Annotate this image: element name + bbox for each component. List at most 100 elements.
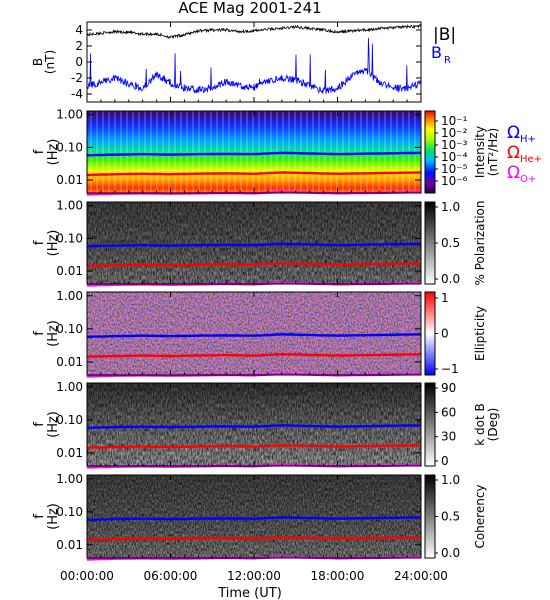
coherency-ytick-label: 1.00 [56,472,83,486]
omega-h-line [86,424,422,430]
field-panel [86,21,422,103]
b-radial-legend: B [431,43,442,62]
coherency-colorbar-tick-label: 1.0 [441,473,460,487]
time-tick-label: 12:00:00 [227,569,281,583]
omega-h-legend-subscript: H+ [520,134,536,145]
intensity-ytick-label: 0.01 [56,173,83,187]
omega-h-line [86,516,422,522]
kdotb-colorbar-unit: (Deg) [486,408,500,442]
intensity-texture [87,111,421,193]
omega-h-line [87,242,422,248]
omega-he-line [86,352,422,358]
kdotb-colorbar-tick-label: 30 [441,430,456,444]
polarization-ylabel: f [32,240,47,245]
intensity-ylabel-unit: (Hz) [46,139,61,166]
coherency-ytick-label: 0.01 [56,538,83,552]
omega-o-legend-subscript: O+ [520,174,536,185]
omega-he-line [87,171,421,177]
ellipticity-ylabel-unit: (Hz) [46,320,61,347]
figure-title: ACE Mag 2001-241 [178,0,321,17]
ellipticity-texture [87,292,421,375]
polarization-colorbar [424,201,436,285]
intensity-panel: 1.00 0.10 0.01 f (Hz) 10⁻¹10⁻²10⁻³10⁻⁴10⁻⁵10⁻… [32,108,542,196]
polarization-ytick-label: 1.00 [56,199,83,213]
ellipticity-ytick-label: 0.01 [56,355,83,369]
polarization-texture [87,202,421,284]
kdotb-ylabel-unit: (Hz) [46,411,61,438]
ellipticity-panel: 1.00 0.10 0.01 f (Hz) 1 0 −1 Ellipticity [32,289,487,378]
polarization-ytick-label: 0.01 [56,264,83,278]
polarization-colorbar-label: % Polarization [473,201,487,286]
omega-he-line [86,443,422,449]
polarization-panel: 1.00 0.10 0.01 f (Hz) 1.0 0.5 0.0 % Polarization [32,199,487,287]
omega-he-line [87,262,421,268]
coherency-ytick-label: 0.10 [56,505,83,519]
b-magnitude-legend: |B| [433,25,456,45]
coherency-colorbar-label: Coherency [473,484,487,548]
omega-h-line [87,151,422,157]
coherency-ylabel-unit: (Hz) [46,503,61,530]
kdotb-colorbar-tick-label: 90 [441,381,456,395]
omega-he-legend: Ω [507,143,520,163]
intensity-colorbar-label: Intensity [473,126,487,178]
field-ytick-label: 2 [75,39,83,53]
ellipticity-colorbar-tick-label: 1 [441,291,449,305]
intensity-colorbar-tick-label: 10⁻⁵ [441,162,468,176]
intensity-ytick-label: 0.10 [56,140,83,154]
intensity-ytick-label: 1.00 [56,108,83,122]
kdotb-ylabel: f [32,422,47,427]
ellipticity-ylabel: f [32,331,47,336]
field-ytick-label: -4 [71,87,83,101]
coherency-texture [87,475,421,558]
polarization-colorbar-tick-label: 1.0 [441,200,460,214]
time-tick-label: 24:00:00 [394,569,448,583]
ellipticity-colorbar-tick-label: 0 [441,327,449,341]
b-radial-line [86,37,422,95]
b-radial-legend-subscript: R [444,55,451,66]
kdotb-colorbar-tick-label: 0 [441,454,449,468]
field-ytick-label: 0 [75,55,83,69]
kdotb-panel: 1.00 0.10 0.01 f (Hz) 90 60 30 0 k dot B (Deg) [32,380,500,469]
ellipticity-colorbar-label: Ellipticity [473,306,487,361]
omega-he-legend-subscript: He+ [520,154,542,165]
coherency-ylabel: f [32,514,47,519]
coherency-colorbar-tick-label: 0.5 [441,510,460,524]
time-axis: 00:00:00 06:00:00 12:00:00 18:00:00 24:00:00 [60,22,448,583]
b-magnitude-line [86,23,422,39]
intensity-ylabel: f [32,149,47,154]
field-ylabel: B [31,58,45,66]
kdotb-ytick-label: 0.01 [56,446,83,460]
ellipticity-colorbar-tick-label: −1 [441,362,459,376]
kdotb-ytick-label: 0.10 [56,413,83,427]
kdotb-colorbar-label: k dot B [473,403,487,445]
field-ytick-label: -2 [71,71,83,85]
kdotb-colorbar-tick-label: 60 [441,405,456,419]
field-ytick-label: 4 [75,23,83,37]
polarization-ytick-label: 0.10 [56,231,83,245]
ellipticity-ytick-label: 0.10 [56,322,83,336]
intensity-colorbar-tick-label: 10⁻⁴ [441,150,468,164]
time-tick-label: 06:00:00 [144,569,198,583]
polarization-ylabel-unit: (Hz) [46,230,61,257]
time-tick-label: 00:00:00 [60,569,114,583]
intensity-colorbar-tick-label: 10⁻¹ [441,114,468,128]
intensity-colorbar [424,110,436,194]
coherency-colorbar [424,474,436,559]
kdotb-texture [87,383,421,466]
omega-he-line [86,535,422,541]
intensity-colorbar-tick-label: 10⁻² [441,126,468,140]
kdotb-colorbar [424,382,436,467]
field-ylabel-unit: (nT) [43,50,57,74]
omega-o-legend: Ω [507,163,520,183]
intensity-colorbar-tick-label: 10⁻⁶ [441,174,468,188]
time-tick-label: 18:00:00 [311,569,365,583]
intensity-colorbar-tick-label: 10⁻³ [441,138,468,152]
coherency-panel: 1.00 0.10 0.01 f (Hz) 1.0 0.5 0.0 Coherency [32,472,487,561]
polarization-colorbar-tick-label: 0.5 [441,236,460,250]
ellipticity-colorbar [424,291,436,376]
intensity-colorbar-unit: (nT²/Hz) [486,128,500,176]
omega-h-line [86,333,422,339]
ellipticity-ytick-label: 1.00 [56,289,83,303]
coherency-colorbar-tick-label: 0.0 [441,546,460,560]
